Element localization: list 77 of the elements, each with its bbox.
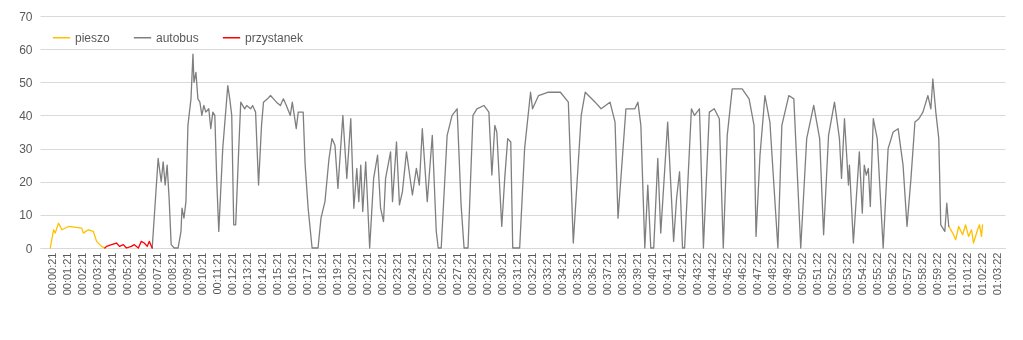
x-tick-label: 00:09:21: [181, 252, 194, 296]
x-tick-label: 00:26:21: [436, 252, 449, 296]
x-tick-label: 00:43:22: [691, 252, 704, 296]
x-tick-label: 00:24:21: [406, 252, 419, 296]
y-tick-label: 0: [25, 241, 33, 256]
x-tick-label: 00:04:21: [106, 252, 119, 296]
y-tick-label: 10: [19, 208, 33, 223]
x-tick-label: 00:39:21: [631, 252, 644, 296]
x-tick-label: 00:06:21: [136, 252, 149, 296]
x-tick-label: 00:15:21: [271, 252, 284, 296]
x-tick-label: 00:05:21: [121, 252, 134, 296]
x-tick-label: 01:00:22: [946, 252, 959, 296]
x-tick-label: 00:03:21: [91, 252, 104, 296]
x-tick-label: 00:14:21: [256, 252, 269, 296]
x-tick-label: 00:32:21: [526, 252, 539, 296]
x-tick-label: 00:18:21: [316, 252, 329, 296]
x-tick-label: 00:30:21: [496, 252, 509, 296]
x-tick-label: 01:02:22: [976, 252, 989, 296]
x-tick-label: 00:51:22: [811, 252, 824, 296]
y-tick-label: 40: [19, 108, 33, 123]
x-tick-label: 00:42:21: [676, 252, 689, 296]
x-tick-label: 00:56:22: [886, 252, 899, 296]
x-tick-label: 00:07:21: [151, 252, 164, 296]
x-tick-label: 00:23:21: [391, 252, 404, 296]
x-tick-label: 00:37:21: [601, 252, 614, 296]
x-tick-label: 00:45:22: [721, 252, 734, 296]
x-tick-label: 00:27:21: [451, 252, 464, 296]
x-tick-label: 00:58:22: [916, 252, 929, 296]
x-tick-label: 00:53:22: [841, 252, 854, 296]
x-tick-label: 00:10:21: [196, 252, 209, 296]
legend-label: przystanek: [245, 30, 305, 45]
x-tick-label: 00:50:22: [796, 252, 809, 296]
x-tick-label: 00:47:22: [751, 252, 764, 296]
x-tick-label: 00:16:21: [286, 252, 299, 296]
x-tick-label: 00:33:21: [541, 252, 554, 296]
x-tick-label: 00:40:21: [646, 252, 659, 296]
x-tick-label: 00:25:21: [421, 252, 434, 296]
x-tick-label: 00:29:21: [481, 252, 494, 296]
line-series: [151, 53, 950, 249]
x-tick-label: 00:38:21: [616, 252, 629, 296]
x-tick-label: 00:48:22: [766, 252, 779, 296]
x-tick-label: 00:11:21: [211, 252, 224, 295]
x-tick-label: 00:22:21: [376, 252, 389, 296]
y-tick-label: 60: [19, 42, 33, 57]
x-tick-label: 01:01:22: [961, 252, 974, 296]
x-tick-label: 00:12:21: [226, 252, 239, 296]
line-series: [104, 240, 153, 249]
x-tick-label: 00:35:21: [571, 252, 584, 296]
x-tick-label: 00:44:22: [706, 252, 719, 296]
x-tick-label: 00:01:21: [61, 252, 74, 296]
x-tick-label: 00:08:21: [166, 252, 179, 296]
legend-label: autobus: [156, 30, 199, 45]
x-tick-label: 00:57:22: [901, 252, 914, 296]
x-tick-label: 00:19:21: [331, 252, 344, 296]
x-tick-label: 00:28:21: [466, 252, 479, 296]
x-tick-label: 00:55:22: [871, 252, 884, 296]
x-tick-label: 00:59:22: [931, 252, 944, 296]
x-tick-label: 00:21:21: [361, 252, 374, 296]
x-tick-label: 00:02:21: [76, 252, 89, 296]
x-tick-label: 00:54:22: [856, 252, 869, 296]
x-tick-label: 01:03:22: [991, 252, 1004, 296]
x-tick-label: 00:41:21: [661, 252, 674, 296]
x-tick-label: 00:00:21: [46, 252, 59, 296]
x-tick-label: 00:13:21: [241, 252, 254, 296]
y-tick-label: 30: [19, 142, 33, 157]
x-tick-label: 00:52:22: [826, 252, 839, 296]
y-tick-label: 70: [19, 9, 33, 24]
x-tick-label: 00:31:21: [511, 252, 524, 296]
x-tick-label: 00:46:22: [736, 252, 749, 296]
x-tick-label: 00:36:21: [586, 252, 599, 296]
legend-label: pieszo: [75, 30, 111, 45]
y-tick-label: 50: [19, 75, 33, 90]
y-tick-label: 20: [19, 175, 33, 190]
x-tick-label: 00:49:22: [781, 252, 794, 296]
x-tick-label: 00:34:21: [556, 252, 569, 296]
x-tick-label: 00:17:21: [301, 252, 314, 296]
x-tick-label: 00:20:21: [346, 252, 359, 296]
